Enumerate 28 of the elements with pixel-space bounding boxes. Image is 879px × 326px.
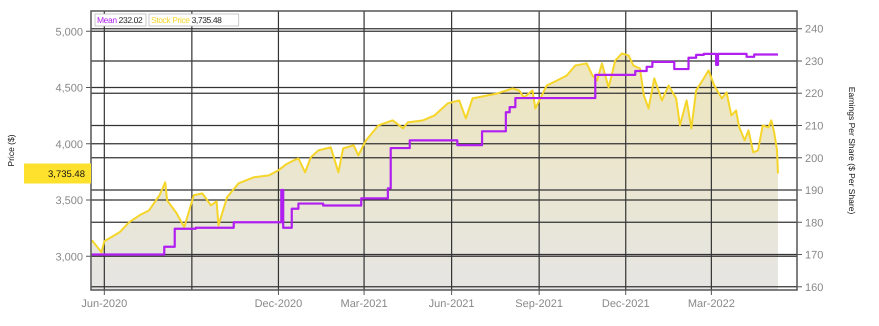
y2-tick-label: 180 bbox=[805, 217, 824, 230]
x-tick-label: Mar-2022 bbox=[688, 298, 735, 310]
y2-axis-title: Earnings Per Share ($ Per Share) bbox=[847, 86, 857, 214]
y-tick-label: 3,000 bbox=[55, 251, 83, 264]
y-axis-title: Price ($) bbox=[6, 134, 16, 167]
y2-tick-label: 190 bbox=[805, 185, 824, 198]
x-tick-label: Sep-2021 bbox=[515, 298, 564, 310]
y2-tick-label: 240 bbox=[805, 24, 824, 36]
y2-tick-label: 230 bbox=[805, 56, 824, 68]
annotation: 3,735.48 bbox=[192, 15, 222, 25]
x-tick-label: Dec-2020 bbox=[254, 298, 302, 310]
text: Mean bbox=[97, 15, 118, 25]
annotation: 232.02 bbox=[118, 15, 143, 25]
y2-tick-label: 200 bbox=[805, 152, 824, 165]
text: 3,735.48 bbox=[48, 169, 85, 180]
y-tick-label: 5,000 bbox=[55, 26, 83, 38]
y-tick-label: 3,500 bbox=[55, 195, 83, 207]
text: Stock Price bbox=[151, 15, 190, 25]
y2-tick-label: 170 bbox=[805, 250, 824, 262]
x-tick-label: Dec-2021 bbox=[602, 298, 650, 310]
x-tick-label: Mar-2021 bbox=[340, 298, 388, 310]
y2-tick-label: 210 bbox=[805, 120, 824, 133]
x-tick-label: Jun-2021 bbox=[428, 298, 475, 310]
y-tick-label: 4,500 bbox=[55, 82, 83, 94]
y2-tick-label: 160 bbox=[805, 282, 824, 294]
y2-tick-label: 220 bbox=[805, 88, 824, 100]
x-tick-label: Jun-2020 bbox=[81, 298, 128, 310]
y-tick-label: 4,000 bbox=[55, 138, 83, 151]
